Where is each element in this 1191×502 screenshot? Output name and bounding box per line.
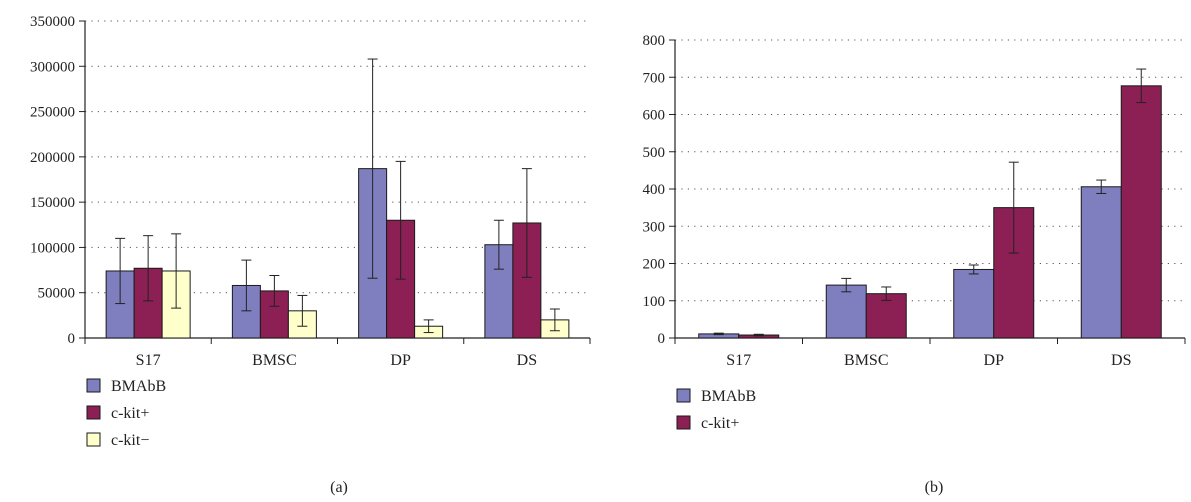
y-tick-label: 300000 [30, 59, 75, 75]
y-tick-label: 600 [643, 108, 666, 124]
panel-label-b: (b) [925, 479, 944, 496]
x-category-label: DS [1111, 352, 1131, 369]
bar-c-kit+-DS [1120, 85, 1162, 339]
bar-BMAbB-BMSC [825, 284, 867, 339]
legend-swatch-2 [86, 432, 101, 447]
legend-label-0: BMAbB [111, 378, 166, 395]
y-tick-label: 0 [658, 331, 666, 347]
legend-swatch-1 [86, 405, 101, 420]
bar-c-kit+-S17 [133, 267, 163, 339]
y-tick-label: 400 [643, 182, 666, 198]
bar-BMAbB-DS [1080, 186, 1122, 339]
bar-c-kit+-BMSC [865, 293, 907, 339]
legend-label-2: c-kit− [111, 432, 149, 449]
y-tick-label: 150000 [30, 195, 75, 211]
x-category-label: DS [517, 352, 537, 369]
x-category-label: DP [390, 352, 411, 369]
y-tick-label: 500 [643, 145, 666, 161]
y-tick-label: 800 [643, 33, 666, 49]
bar-BMAbB-S17 [105, 270, 135, 339]
legend-swatch-0 [86, 378, 101, 393]
legend-swatch-0 [676, 388, 691, 403]
y-tick-label: 0 [68, 331, 76, 347]
x-category-label: S17 [726, 352, 751, 369]
legend-swatch-1 [676, 415, 691, 430]
y-tick-label: 300 [643, 219, 666, 235]
y-tick-label: 100 [643, 294, 666, 310]
x-category-label: BMSC [252, 352, 296, 369]
y-tick-label: 700 [643, 70, 666, 86]
y-tick-label: 50000 [38, 286, 76, 302]
panel-label-a: (a) [330, 479, 348, 496]
y-tick-label: 200 [643, 257, 666, 273]
x-category-label: S17 [136, 352, 161, 369]
x-category-label: DP [984, 352, 1005, 369]
x-category-label: BMSC [844, 352, 888, 369]
y-tick-label: 250000 [30, 105, 75, 121]
chart-panel-a: 0 50000 100000 150000 200000 250000 300000 3500… [30, 14, 591, 496]
y-tick-label: 350000 [30, 14, 75, 30]
y-tick-label: 200000 [30, 150, 75, 166]
legend-label-1: c-kit+ [701, 415, 739, 432]
chart-panel-b: 0 100 200 300 400 500 600 700 800 S17 BMSC DP DS BMAb… [643, 33, 1186, 496]
y-tick-label: 100000 [30, 240, 75, 256]
legend-label-1: c-kit+ [111, 405, 149, 422]
bar-BMAbB-DP [953, 268, 995, 339]
legend-label-0: BMAbB [701, 388, 756, 405]
